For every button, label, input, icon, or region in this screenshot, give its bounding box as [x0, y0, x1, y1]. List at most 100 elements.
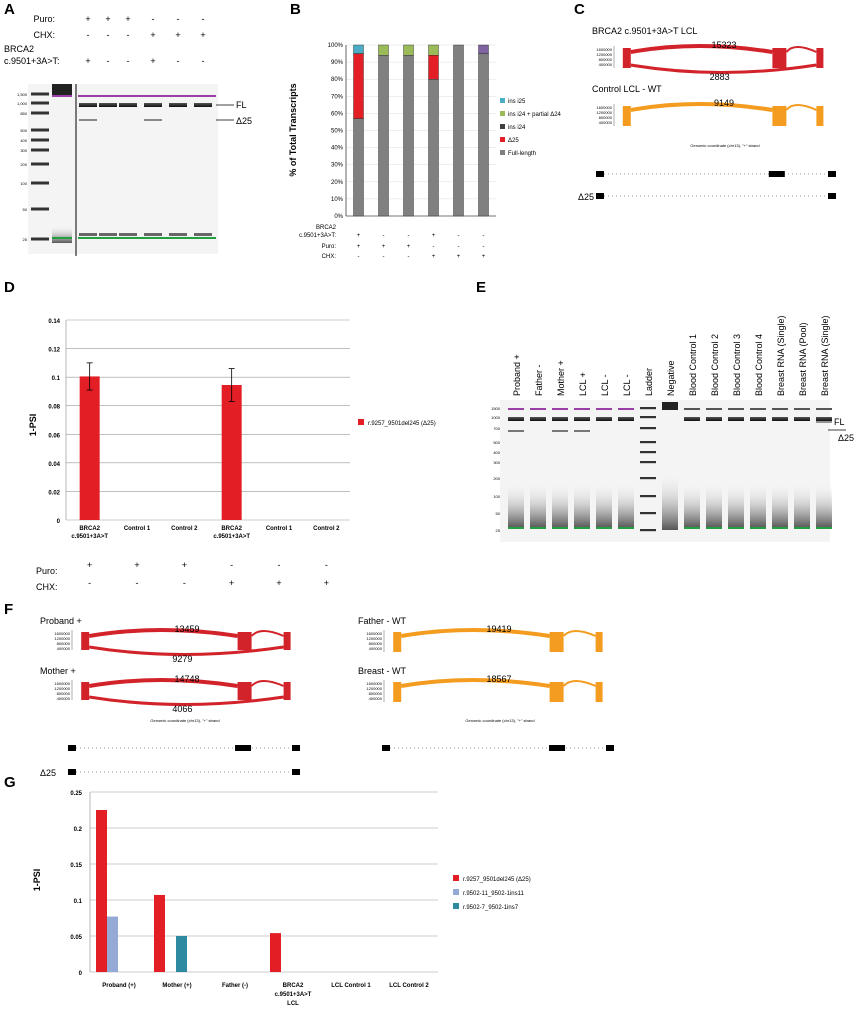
gel-e-smear [508, 480, 524, 528]
gel-e-upper-marker [530, 408, 546, 410]
gel-a-ladder-band [31, 128, 49, 132]
chart-g-ytick: 0.2 [74, 827, 83, 833]
sashimi-junction-arc [400, 628, 550, 638]
sashimi-junction-arc [562, 630, 596, 637]
chart-b-chx-sign: - [383, 254, 385, 260]
sashimi-c-sample1: BRCA2 c.9501+3A>T LCL [592, 26, 697, 36]
chart-d-ytick: 0.08 [48, 405, 60, 411]
gel-e-lower-marker [794, 527, 810, 529]
gel-a-ladder-band [31, 237, 49, 241]
sashimi-exon-coverage [816, 106, 824, 126]
sashimi-exon-coverage [393, 682, 402, 702]
chart-d-xtick: Control 2 [313, 526, 340, 532]
chart-b-bar-segment [428, 44, 439, 56]
gel-e-d25-label: Δ25 [838, 433, 854, 443]
panel-c-letter: C [574, 1, 585, 18]
gel-e-fl-band [530, 417, 546, 421]
gel-e-lower-marker [508, 527, 524, 529]
gel-a-upper-marker [78, 95, 216, 97]
sashimi-exon-coverage [772, 106, 787, 126]
gel-e-ladder-label: 25 [496, 528, 501, 533]
chart-d-ytick: 0.1 [52, 376, 61, 382]
gel-a-ladder-label: 1,500 [17, 92, 28, 97]
sashimi-junction-arc [785, 104, 817, 111]
gel-a-d25-label: Δ25 [236, 116, 252, 126]
gel-e-d25-band [574, 430, 590, 432]
chart-d-chx-sign: - [136, 578, 139, 588]
gel-a-fl-label: FL [236, 100, 247, 110]
gel-e-lower-marker [596, 527, 612, 529]
gel-e-upper-marker [508, 408, 524, 410]
chart-g-legend-swatch-3 [453, 903, 459, 909]
chart-g-xtick: Mother (+) [162, 983, 191, 989]
gel-a-chx-sign: - [87, 30, 90, 40]
gel-a-primer-band [169, 233, 187, 236]
chart-b-brca2-sign: - [483, 233, 485, 239]
chart-b-puro-sign: + [407, 244, 411, 250]
gel-e-ladder-band [640, 461, 656, 464]
chart-b-legend-label: ins i24 [508, 125, 526, 131]
chart-b-puro-label: Puro: [322, 244, 337, 250]
chart-b-puro-sign: + [382, 244, 386, 250]
gel-a-ladder-label: 850 [20, 111, 27, 116]
chart-d-xtick: Control 1 [266, 526, 293, 532]
chart-g-bar [96, 810, 107, 972]
chart-g-ytick: 0 [79, 971, 83, 977]
chart-d-puro-sign: + [182, 560, 187, 570]
chart-d-ytick: 0 [57, 519, 61, 525]
chart-g-bar [154, 894, 165, 972]
panel-g-letter: G [4, 774, 16, 791]
gel-e-upper-marker [728, 408, 744, 410]
gel-a-fl-band [99, 103, 117, 107]
chart-d-legend-swatch [358, 419, 364, 425]
sashimi-ytick: 1200000 [596, 52, 612, 57]
gel-a-puro-sign: + [105, 14, 110, 24]
chart-b-ytick: 90% [331, 60, 344, 66]
gel-e-lower-marker [530, 527, 546, 529]
panel-e-letter: E [476, 279, 486, 296]
gel-e-fl-band [552, 417, 568, 421]
gel-e-ladder-label: 500 [493, 440, 500, 445]
gel-e-ladder-label: 1500 [491, 406, 501, 411]
gel-e-upper-marker [684, 408, 700, 410]
sashimi-ytick: 1200000 [366, 686, 382, 691]
gel-e-lower-marker [618, 527, 634, 529]
chart-g-legend-swatch-2 [453, 889, 459, 895]
chart-d-puro-sign: - [230, 560, 233, 570]
sashimi-exon-coverage [549, 682, 564, 702]
gel-e-ladder-label: 700 [493, 426, 500, 431]
chart-d-ytick: 0.12 [48, 348, 60, 354]
chart-g-xtick: LCL [287, 1001, 299, 1007]
sashimi-f-s3: Father - WT [358, 616, 407, 626]
gel-e-ladder-label: 50 [496, 511, 501, 516]
gel-e-smear [794, 480, 810, 528]
sashimi-ytick: 1200000 [366, 636, 382, 641]
sashimi-junction-arc [88, 678, 238, 688]
chart-b-bar-segment [403, 44, 414, 56]
chart-d-chx-sign: - [183, 578, 186, 588]
chart-b-brca2-sign: + [432, 233, 436, 239]
gel-a-ladder-label: 100 [20, 181, 27, 186]
gel-e-ladder-label: 300 [493, 460, 500, 465]
sashimi-exon-coverage [393, 632, 402, 652]
chart-b-bar-segment [428, 55, 439, 80]
gel-a-ladder-band [31, 207, 49, 211]
panel-g: G 1-PSI 0 0.05 0.1 0.15 0.2 0.25 Proband (+) Mo… [4, 774, 531, 1007]
chart-g-legend-swatch-1 [453, 875, 459, 881]
gel-e-smear [618, 480, 634, 528]
chart-d-ytick: 0.06 [48, 433, 60, 439]
sashimi-f-track-d25-exon [68, 769, 76, 775]
gel-a-primer-band [79, 233, 97, 236]
gel-e-ladder-band [640, 477, 656, 480]
chart-d-legend-label: r.9257_9501del245 (Δ25) [368, 421, 436, 427]
gel-e-ladder-label: 200 [493, 476, 500, 481]
sashimi-ytick: 800000 [599, 115, 613, 120]
chart-g-ytick: 0.05 [70, 935, 82, 941]
gel-a-ladder-label: 1,000 [17, 101, 28, 106]
chart-b-ylabel: % of Total Transcripts [288, 83, 298, 176]
sashimi-f-s4: Breast - WT [358, 666, 407, 676]
gel-e-lane-label: LCL + [578, 372, 588, 396]
sashimi-c-d25-label: Δ25 [578, 192, 594, 202]
chart-g-legend-3: r.9502-7_9502-1ins7 [463, 905, 519, 911]
